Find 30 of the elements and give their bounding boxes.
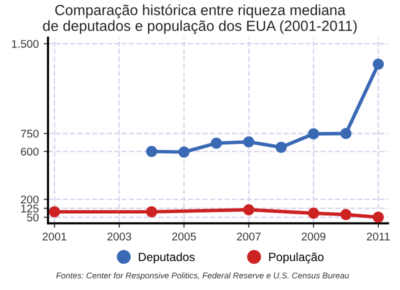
- x-tick-label: 2011: [366, 232, 390, 240]
- x-tick-label: 2009: [302, 232, 326, 240]
- point: [340, 128, 352, 140]
- point: [210, 138, 222, 149]
- y-tick-label: 125: [21, 204, 39, 212]
- point: [340, 209, 352, 220]
- x-tick-label: 2001: [42, 232, 66, 240]
- point: [146, 146, 158, 158]
- point: [276, 142, 287, 153]
- point: [48, 206, 60, 218]
- chart-title: Comparação histórica entre riqueza mediana de deputados e população dos EUA (2001-2011): [43, 4, 357, 34]
- legend-label: População: [269, 252, 324, 264]
- point: [178, 146, 190, 158]
- y-tick-label: 200: [20, 196, 39, 204]
- point: [308, 128, 320, 140]
- text: Fontes: Center for Responsive Politics, Federal Reserve e U.S. Census Bureau: [56, 272, 350, 280]
- point: [243, 136, 254, 148]
- point: [308, 208, 320, 219]
- y-tick-label: 750: [21, 130, 39, 138]
- point: [372, 212, 384, 223]
- x-tick-label: 2007: [236, 232, 261, 240]
- point: [146, 206, 158, 218]
- y-tick-label: 1.500: [12, 40, 39, 48]
- y-tick-label: 50: [27, 214, 39, 222]
- y-tick-label: 600: [21, 148, 39, 156]
- x-tick-label: 2003: [107, 232, 132, 240]
- x-tick-label: 2005: [172, 232, 196, 240]
- legend-label: Deputados: [138, 252, 195, 264]
- point: [372, 58, 384, 70]
- point: [243, 204, 254, 216]
